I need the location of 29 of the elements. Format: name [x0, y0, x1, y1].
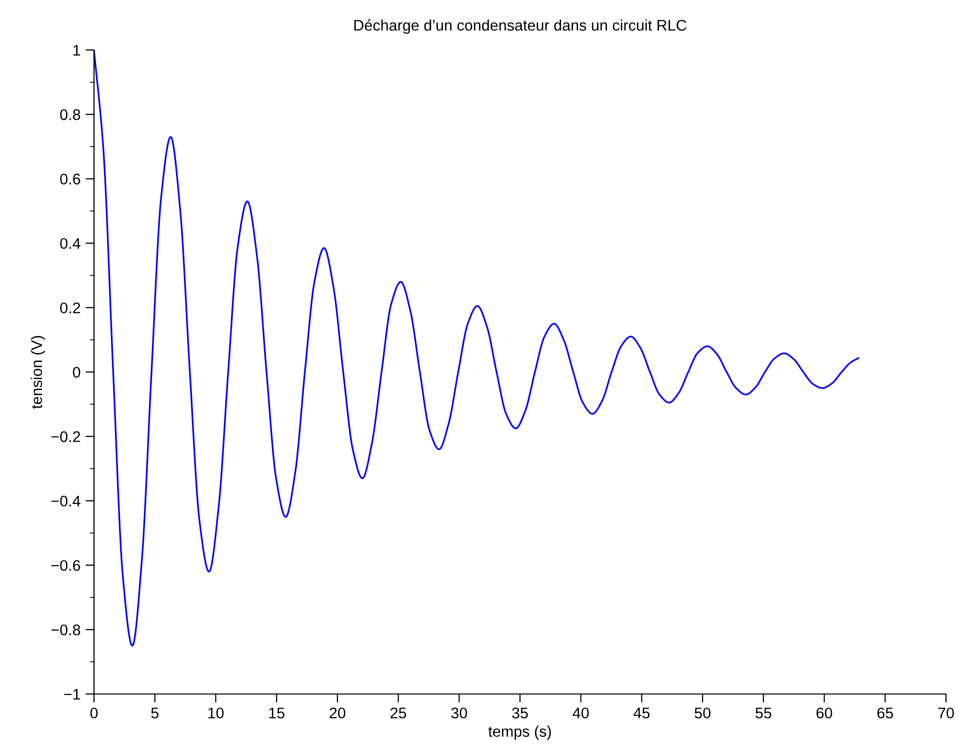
y-tick-label: 0.2	[60, 302, 80, 314]
x-tick-label: 0	[90, 708, 98, 718]
y-tick-label: 1	[73, 45, 80, 56]
x-tick-label: 5	[151, 708, 158, 718]
x-tick-label: 10	[208, 708, 224, 718]
x-tick-label: 60	[816, 708, 832, 718]
x-tick-label: 30	[451, 708, 468, 718]
y-tick-label: −0.2	[51, 431, 80, 442]
y-tick-label: 0	[72, 366, 80, 378]
x-tick-label: 65	[877, 708, 893, 718]
x-tick-label: 45	[634, 708, 650, 718]
x-tick-label: 15	[269, 708, 284, 718]
x-tick-label: 50	[694, 708, 710, 718]
x-tick-label: 20	[330, 708, 346, 718]
y-tick-label: −0.8	[51, 624, 80, 636]
y-tick-label: 0.8	[60, 109, 80, 120]
y-tick-label: 0.6	[60, 174, 80, 184]
x-tick-label: 55	[756, 708, 772, 718]
y-tick-label: 0.4	[60, 238, 80, 249]
y-tick-label: −1	[64, 689, 80, 700]
x-tick-label: 40	[572, 708, 589, 718]
y-tick-label: −0.6	[51, 560, 80, 571]
x-axis-title: temps (s)	[488, 726, 551, 740]
chart-title: Décharge d’un condensateur dans un circuit RLC	[354, 19, 686, 34]
y-axis-title: tension (V)	[30, 336, 46, 409]
x-tick-label: 70	[938, 708, 954, 718]
x-tick-label: 25	[390, 708, 406, 718]
x-tick-label: 35	[512, 708, 528, 718]
y-tick-label: −0.4	[51, 496, 80, 506]
